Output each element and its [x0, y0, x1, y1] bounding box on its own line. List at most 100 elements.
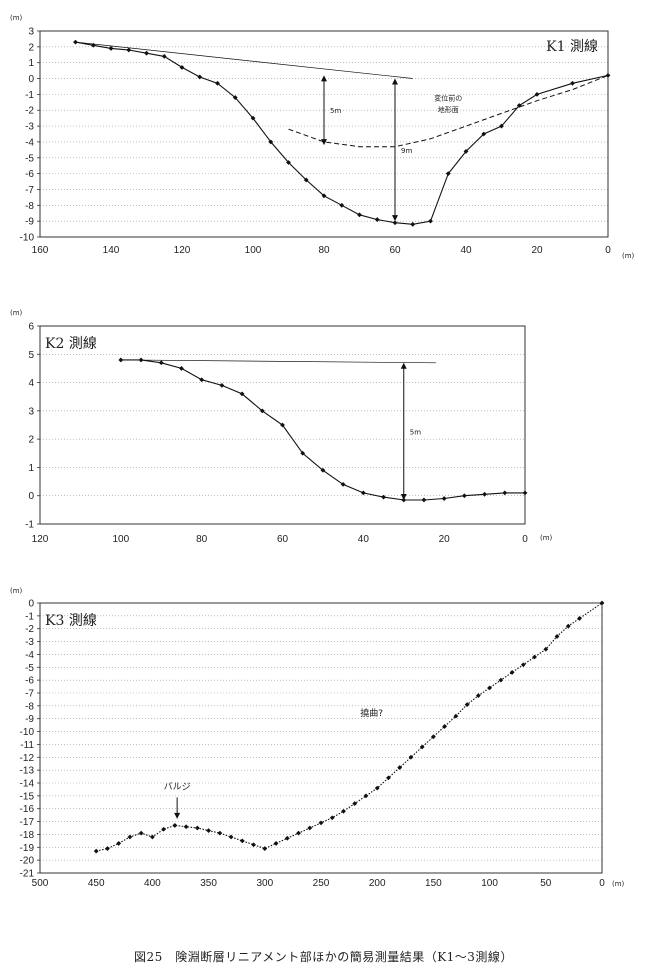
tick-label-x: 20 [439, 534, 451, 545]
data-point [419, 744, 425, 750]
tick-label-y: ‐11 [20, 740, 34, 751]
tick-label-y: ‐12 [20, 753, 35, 764]
data-point [250, 115, 256, 121]
data-point [487, 685, 492, 691]
data-point [262, 846, 268, 851]
data-point [217, 830, 223, 836]
tick-label-x: 160 [32, 245, 49, 256]
data-point [599, 600, 605, 606]
arrow-head-down [400, 493, 407, 500]
data-point [239, 391, 245, 397]
tick-label-x: 300 [256, 878, 273, 889]
tick-label-x: 80 [196, 534, 208, 545]
tick-label-y: ‐6 [25, 676, 34, 687]
data-point [161, 53, 167, 59]
tick-label-x: 500 [32, 878, 49, 889]
tick-label-y: ‐21 [20, 869, 35, 880]
tick-label-y: ‐7 [25, 689, 34, 700]
tick-label-y: 0 [28, 74, 34, 85]
tick-label-x: 60 [389, 245, 401, 256]
tick-label-y: ‐4 [25, 650, 34, 661]
data-point [179, 366, 184, 371]
data-point [428, 218, 433, 224]
data-point [318, 820, 324, 826]
tick-label-x: 80 [318, 245, 330, 256]
data-point [307, 825, 313, 831]
chart-title: K1 測線 [546, 39, 598, 55]
data-point [329, 815, 335, 821]
x-unit-label: (m) [540, 534, 553, 542]
tick-label-y: ‐9 [25, 217, 34, 228]
y-unit-label: (m) [10, 309, 23, 317]
tick-label-y: ‐5 [25, 663, 34, 674]
data-point [206, 828, 211, 833]
data-point [215, 80, 220, 86]
chart-3: 0‐1‐2‐3‐4‐5‐6‐7‐8‐9‐10‐11‐12‐13‐14‐15‐16… [10, 587, 625, 889]
data-point [441, 496, 447, 501]
tick-label-y: 3 [28, 406, 34, 417]
series-line-solid-markers [120, 359, 525, 501]
annotation-label: 撓曲? [360, 707, 383, 719]
tick-label-y: ‐10 [20, 727, 35, 738]
dimension-label: 9m [401, 147, 412, 155]
tick-label-y: ‐19 [20, 843, 35, 854]
data-point [228, 834, 234, 840]
series-line-dashed [288, 74, 609, 148]
tick-label-y: 5 [28, 350, 34, 361]
chart-title: K2 測線 [45, 336, 97, 352]
tick-label-x: 0 [605, 245, 611, 256]
data-point [321, 193, 327, 199]
data-point [357, 212, 362, 218]
data-point [280, 422, 285, 428]
tick-label-y: 2 [28, 42, 34, 53]
data-point [172, 823, 178, 828]
tick-label-y: ‐3 [25, 122, 34, 133]
tick-label-y: ‐15 [20, 791, 35, 802]
tick-label-x: 0 [522, 534, 528, 545]
tick-label-y: ‐16 [20, 804, 35, 815]
y-unit-label: (m) [10, 587, 23, 595]
data-point [341, 808, 346, 814]
tick-label-x: 450 [88, 878, 105, 889]
tick-label-y: 0 [28, 599, 34, 610]
data-point [93, 848, 99, 854]
arrow-head-down [392, 215, 398, 222]
data-point [239, 838, 245, 844]
data-point [532, 654, 537, 660]
data-point [158, 360, 164, 366]
data-point [284, 835, 290, 841]
data-point [543, 646, 549, 652]
data-point [179, 65, 185, 70]
arrow-head-down [321, 139, 327, 146]
arrow-head-up [392, 78, 398, 85]
tick-label-y: ‐10 [20, 233, 35, 244]
data-point [194, 825, 200, 831]
data-point [482, 491, 487, 497]
data-point [461, 493, 467, 499]
data-point [127, 834, 133, 840]
tick-label-y: ‐18 [20, 830, 35, 841]
series-line-solid-markers [75, 41, 609, 225]
data-point [520, 662, 526, 668]
data-point [463, 149, 469, 154]
data-point [339, 202, 345, 208]
figure-caption: 図25 険淵断層リニアメント部ほかの簡易測量結果（K1～3測線） [134, 950, 513, 964]
tick-label-x: 40 [358, 534, 370, 545]
tick-label-y: 2 [28, 435, 34, 446]
tick-label-x: 50 [540, 878, 552, 889]
data-point [577, 616, 582, 621]
data-point [138, 830, 144, 836]
data-point [374, 785, 380, 791]
data-point [268, 139, 274, 145]
data-point [150, 834, 155, 840]
data-point [410, 221, 416, 227]
x-unit-label: (m) [612, 880, 625, 888]
dimension-label: 5m [330, 107, 341, 115]
data-point [431, 734, 436, 740]
arrow-head-up [321, 75, 327, 82]
tick-label-y: ‐8 [25, 201, 34, 212]
data-point [286, 160, 291, 165]
data-point [73, 39, 78, 45]
data-point [442, 724, 448, 729]
